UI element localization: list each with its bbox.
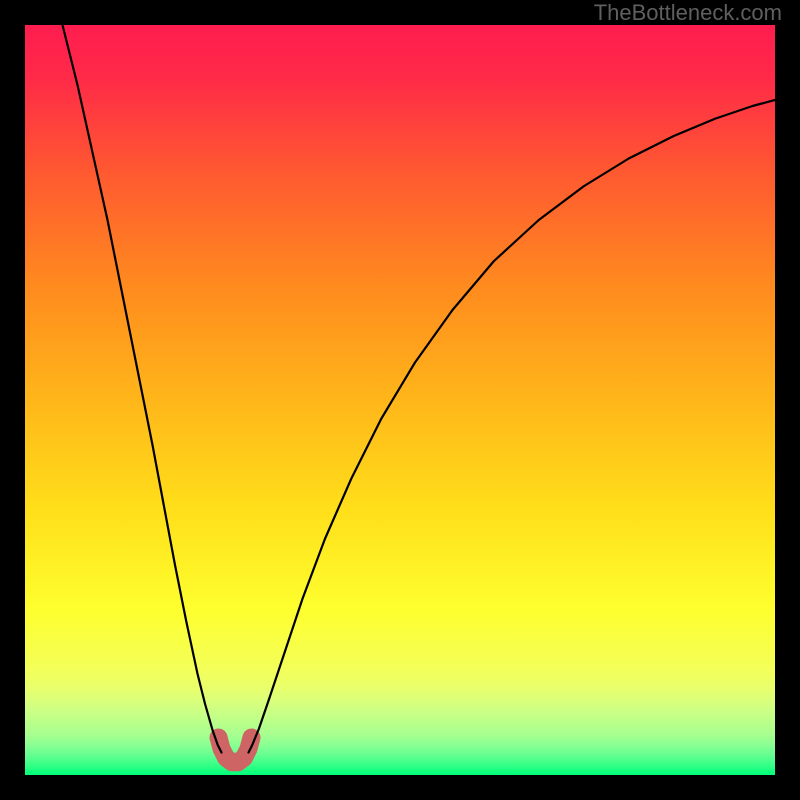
plot-background	[25, 25, 775, 775]
watermark-text: TheBottleneck.com	[594, 0, 782, 26]
chart-frame: TheBottleneck.com	[0, 0, 800, 800]
bottleneck-chart	[25, 25, 775, 775]
